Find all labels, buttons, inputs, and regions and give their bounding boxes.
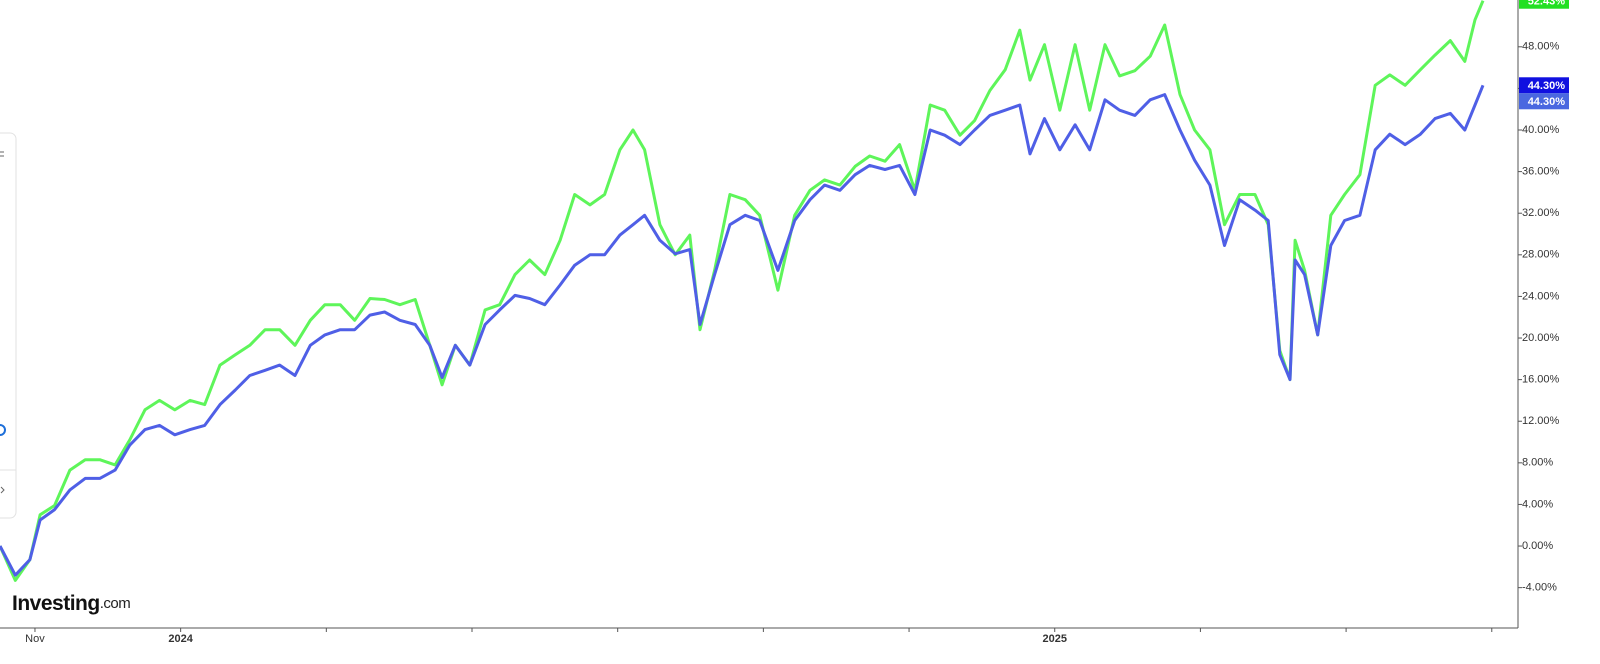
toolbar-icon[interactable] <box>0 486 5 494</box>
y-tick-label: 8.00% <box>1522 457 1553 469</box>
x-tick-label: 2024 <box>168 633 193 645</box>
y-tick-label: 28.00% <box>1522 249 1560 261</box>
y-tick-label: 12.00% <box>1522 415 1560 427</box>
y-tick-label: 20.00% <box>1522 332 1560 344</box>
toolbar-panel <box>0 132 17 519</box>
y-tick-label: -4.00% <box>1522 582 1557 594</box>
series-line <box>0 84 1485 577</box>
watermark-suffix: .com <box>100 595 131 612</box>
toolbar-icon[interactable] <box>0 424 6 436</box>
x-tick-label: Nov <box>25 633 45 645</box>
y-tick-label: 32.00% <box>1522 207 1560 219</box>
price-tag-label: 52.43% <box>1528 0 1566 8</box>
plot-area <box>0 0 1485 582</box>
price-tag <box>1519 77 1569 94</box>
price-tag-label: 44.30% <box>1528 80 1566 92</box>
y-tick-label: 48.00% <box>1522 41 1560 53</box>
y-tick-label: 16.00% <box>1522 374 1560 386</box>
x-tick-label: 2025 <box>1042 633 1066 645</box>
watermark-brand: Investing <box>12 592 100 615</box>
y-tick-label: 24.00% <box>1522 290 1560 302</box>
watermark: Investing.com <box>12 592 130 615</box>
series-line <box>0 0 1485 582</box>
y-tick-label: 0.00% <box>1522 540 1553 552</box>
y-tick-label: 36.00% <box>1522 166 1560 178</box>
price-tag-label: 44.30% <box>1528 96 1566 108</box>
price-tag <box>1519 0 1569 9</box>
y-tick-label: 40.00% <box>1522 124 1560 136</box>
y-tick-label: 4.00% <box>1522 498 1553 510</box>
side-toolbar <box>0 132 17 519</box>
price-tag <box>1519 93 1569 110</box>
